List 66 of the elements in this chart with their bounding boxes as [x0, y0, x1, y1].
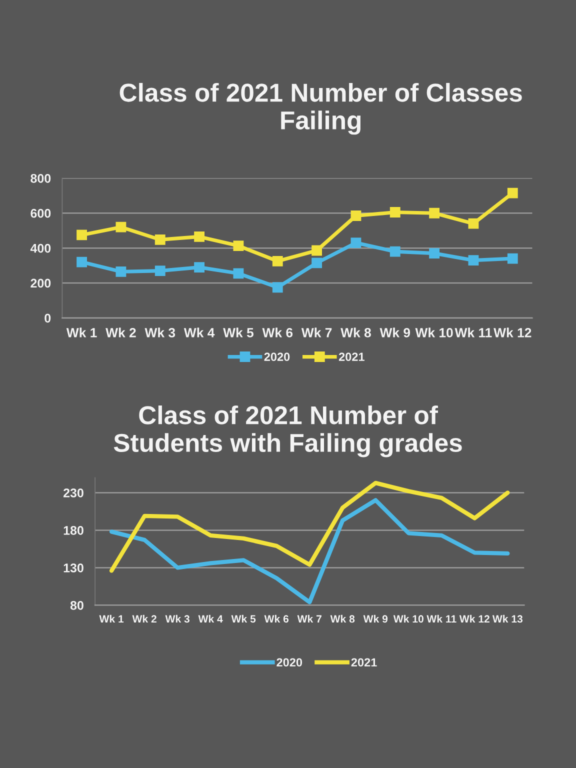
- y-tick-label: 400: [30, 244, 51, 253]
- x-tick-label: Wk 9: [363, 614, 388, 623]
- x-tick-label: Wk 6: [262, 328, 293, 338]
- line-series: [109, 498, 510, 604]
- point: [116, 266, 126, 277]
- x-tick-label: Wk 5: [223, 328, 254, 338]
- legend-label: 2020: [264, 352, 290, 362]
- point: [233, 268, 244, 279]
- y-tick-label: 200: [30, 278, 51, 288]
- x-tick-label: Wk 6: [264, 614, 289, 623]
- x-tick-label: Wk 13: [492, 614, 523, 623]
- x-tick-label: Wk 2: [132, 614, 156, 623]
- x-tick-label: Wk 10: [415, 328, 453, 338]
- point: [429, 248, 440, 259]
- y-tick-label: 800: [30, 174, 51, 183]
- line-series: [109, 480, 510, 573]
- point: [507, 253, 518, 264]
- point: [507, 188, 518, 198]
- point: [390, 246, 400, 257]
- x-tick-label: Wk 1: [99, 614, 124, 623]
- point: [76, 256, 87, 268]
- point: [272, 256, 283, 266]
- point: [312, 258, 322, 268]
- x-tick-label: Wk 3: [165, 614, 190, 623]
- x-tick-label: Wk 11: [426, 614, 456, 623]
- point: [350, 210, 362, 221]
- legend-label: 2021: [351, 658, 377, 667]
- x-tick-label: Wk 3: [144, 328, 176, 338]
- x-tick-label: Wk 1: [66, 328, 97, 338]
- point: [154, 234, 166, 245]
- point: [350, 238, 362, 248]
- point: [429, 208, 440, 218]
- y-tick-label: 0: [44, 314, 51, 323]
- y-tick-label: 600: [30, 208, 51, 218]
- x-tick-label: Wk 11: [454, 328, 492, 338]
- point: [194, 262, 205, 272]
- chart-title: Class of 2021 Number of Students with Failing grades: [114, 406, 462, 458]
- point: [116, 222, 126, 232]
- point: [468, 218, 479, 229]
- point: [233, 240, 244, 251]
- x-tick-label: Wk 4: [184, 328, 215, 338]
- legend-label: 2020: [276, 658, 302, 667]
- point: [312, 245, 322, 256]
- y-tick-label: 180: [64, 526, 84, 535]
- x-tick-label: Wk 4: [198, 614, 223, 623]
- point: [272, 282, 283, 293]
- y-tick-label: 80: [70, 600, 84, 610]
- x-tick-label: Wk 10: [393, 614, 424, 623]
- x-tick-label: Wk 7: [297, 614, 322, 623]
- x-tick-label: Wk 8: [340, 328, 371, 338]
- legend-label: 2021: [338, 352, 364, 362]
- point: [390, 207, 400, 218]
- x-tick-label: Wk 12: [459, 614, 490, 623]
- y-tick-label: 130: [64, 563, 84, 572]
- point: [194, 232, 205, 242]
- x-tick-label: Wk 2: [106, 328, 136, 338]
- point: [468, 255, 479, 266]
- x-tick-label: Wk 9: [380, 328, 410, 338]
- point: [154, 266, 166, 276]
- x-tick-label: Wk 7: [301, 328, 332, 338]
- x-tick-label: Wk 8: [330, 614, 355, 623]
- x-tick-label: Wk 5: [231, 614, 256, 623]
- point: [76, 230, 87, 240]
- y-tick-label: 230: [64, 488, 84, 498]
- x-tick-label: Wk 12: [494, 328, 532, 338]
- chart-title: Class of 2021 Number of Classes Failing: [120, 82, 522, 135]
